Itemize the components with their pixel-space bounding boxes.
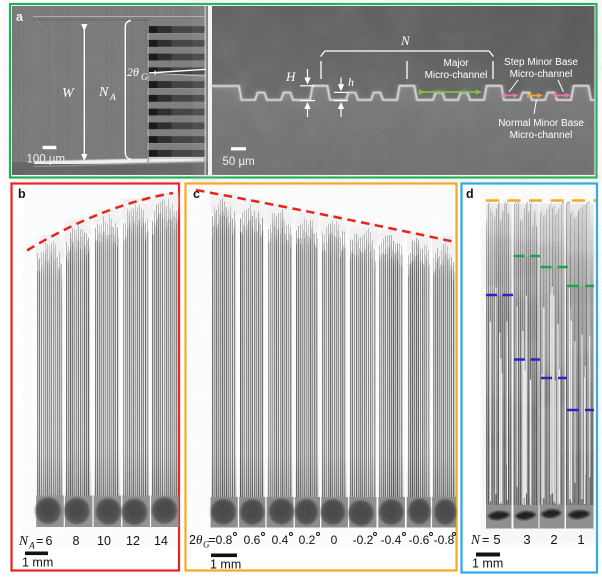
svg-text:5: 5 — [493, 532, 500, 547]
svg-text:-0.8: -0.8 — [434, 533, 455, 547]
svg-text:θ: θ — [196, 532, 203, 547]
svg-text:3: 3 — [523, 532, 530, 547]
svg-text:N: N — [470, 532, 481, 547]
svg-text:2: 2 — [550, 532, 557, 547]
svg-text:10: 10 — [97, 534, 111, 548]
svg-text:2θ: 2θ — [127, 65, 139, 79]
svg-text:Major: Major — [443, 58, 469, 69]
svg-text:14: 14 — [154, 534, 168, 548]
svg-text:100 µm: 100 µm — [27, 154, 66, 166]
svg-text:Micro-channel: Micro-channel — [510, 69, 573, 80]
svg-text:N: N — [18, 533, 29, 548]
svg-text:1: 1 — [577, 532, 584, 547]
svg-text:Micro-channel: Micro-channel — [425, 70, 488, 81]
svg-text:N: N — [400, 33, 411, 48]
svg-text:1 mm: 1 mm — [472, 557, 503, 571]
svg-text:12: 12 — [126, 534, 140, 548]
svg-text:W: W — [62, 86, 75, 101]
svg-text:=: = — [482, 533, 489, 547]
svg-text:N: N — [98, 85, 109, 100]
svg-text:G: G — [203, 540, 210, 550]
svg-text:Step Minor Base: Step Minor Base — [504, 57, 578, 68]
svg-text:H: H — [285, 69, 296, 84]
svg-text:-0.2: -0.2 — [353, 533, 374, 547]
svg-text:2: 2 — [189, 533, 196, 547]
svg-text:0.6: 0.6 — [244, 533, 261, 547]
svg-text:Micro-channel: Micro-channel — [510, 130, 573, 141]
svg-text:h: h — [348, 75, 354, 89]
svg-text:1 mm: 1 mm — [210, 558, 241, 572]
svg-text:0.4: 0.4 — [272, 533, 289, 547]
svg-text:=: = — [209, 533, 216, 547]
svg-text:-0.6: -0.6 — [409, 533, 430, 547]
svg-text:1 mm: 1 mm — [22, 556, 53, 570]
svg-text:-0.4: -0.4 — [381, 533, 402, 547]
svg-text:=: = — [36, 534, 43, 548]
svg-text:0.2: 0.2 — [299, 533, 316, 547]
svg-text:50 µm: 50 µm — [223, 156, 255, 168]
svg-text:0.8: 0.8 — [216, 533, 233, 547]
svg-text:6: 6 — [46, 534, 53, 548]
svg-text:b: b — [18, 187, 26, 201]
svg-text:d: d — [466, 187, 474, 201]
svg-text:c: c — [193, 187, 200, 201]
svg-text:A: A — [109, 93, 116, 103]
svg-text:A: A — [28, 542, 35, 552]
svg-text:0: 0 — [331, 533, 338, 547]
svg-text:G: G — [141, 72, 148, 82]
svg-text:a: a — [16, 10, 24, 24]
svg-text:8: 8 — [73, 534, 80, 548]
svg-text:Normal Minor Base: Normal Minor Base — [498, 118, 584, 129]
